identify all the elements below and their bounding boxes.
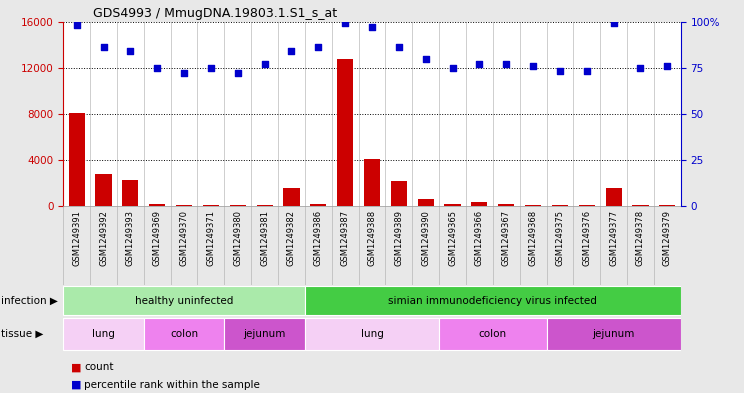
Text: GSM1249393: GSM1249393 — [126, 210, 135, 266]
Point — [71, 22, 83, 28]
Point — [178, 70, 190, 77]
Point — [420, 55, 432, 62]
Text: GSM1249366: GSM1249366 — [475, 210, 484, 266]
Text: GSM1249375: GSM1249375 — [556, 210, 565, 266]
Point — [581, 68, 593, 75]
Text: GSM1249387: GSM1249387 — [341, 210, 350, 266]
Bar — [63, 286, 305, 315]
Text: GSM1249380: GSM1249380 — [234, 210, 243, 266]
Bar — [439, 318, 547, 350]
Text: GSM1249388: GSM1249388 — [368, 210, 376, 266]
Text: GSM1249390: GSM1249390 — [421, 210, 430, 266]
Bar — [417, 199, 434, 206]
Text: healthy uninfected: healthy uninfected — [135, 296, 234, 306]
Text: GSM1249377: GSM1249377 — [609, 210, 618, 266]
Point — [339, 20, 351, 27]
Text: GSM1249378: GSM1249378 — [636, 210, 645, 266]
Bar — [444, 204, 461, 206]
Bar — [310, 204, 327, 206]
Text: GSM1249391: GSM1249391 — [72, 210, 81, 266]
Bar — [364, 159, 380, 206]
Point — [608, 20, 620, 27]
Text: GSM1249371: GSM1249371 — [206, 210, 216, 266]
Bar — [305, 318, 439, 350]
Bar — [176, 205, 192, 206]
Text: ■: ■ — [71, 380, 81, 390]
Bar — [632, 205, 649, 206]
Bar — [472, 202, 487, 206]
Bar — [547, 318, 681, 350]
Text: percentile rank within the sample: percentile rank within the sample — [84, 380, 260, 390]
Point — [205, 64, 217, 71]
Text: ■: ■ — [71, 362, 81, 373]
Bar — [391, 181, 407, 206]
Bar — [498, 204, 514, 206]
Bar — [63, 318, 144, 350]
Point — [259, 61, 271, 67]
Text: lung: lung — [361, 329, 383, 339]
Text: count: count — [84, 362, 114, 373]
Text: GSM1249368: GSM1249368 — [528, 210, 538, 266]
Text: GSM1249379: GSM1249379 — [663, 210, 672, 266]
Point — [232, 70, 244, 77]
Text: GDS4993 / MmugDNA.19803.1.S1_s_at: GDS4993 / MmugDNA.19803.1.S1_s_at — [93, 7, 337, 20]
Point — [661, 63, 673, 69]
Bar — [305, 286, 681, 315]
Point — [151, 64, 163, 71]
Bar — [659, 205, 676, 206]
Text: GSM1249386: GSM1249386 — [314, 210, 323, 266]
Point — [554, 68, 566, 75]
Text: colon: colon — [478, 329, 507, 339]
Text: jejunum: jejunum — [592, 329, 635, 339]
Point — [97, 44, 109, 51]
Bar — [525, 205, 541, 206]
Text: jejunum: jejunum — [243, 329, 286, 339]
Text: colon: colon — [170, 329, 198, 339]
Point — [473, 61, 485, 67]
Point — [446, 64, 458, 71]
Text: tissue ▶: tissue ▶ — [1, 329, 44, 339]
Bar — [95, 174, 112, 206]
Point — [366, 24, 378, 30]
Bar — [144, 318, 225, 350]
Bar — [283, 188, 300, 206]
Point — [124, 48, 136, 54]
Text: lung: lung — [92, 329, 115, 339]
Text: GSM1249365: GSM1249365 — [448, 210, 457, 266]
Text: GSM1249369: GSM1249369 — [153, 210, 161, 266]
Point — [286, 48, 298, 54]
Text: infection ▶: infection ▶ — [1, 296, 58, 306]
Bar — [149, 204, 165, 206]
Point — [393, 44, 405, 51]
Text: GSM1249376: GSM1249376 — [583, 210, 591, 266]
Bar — [606, 188, 622, 206]
Text: GSM1249392: GSM1249392 — [99, 210, 108, 266]
Point — [527, 63, 539, 69]
Text: GSM1249370: GSM1249370 — [179, 210, 188, 266]
Bar — [230, 205, 246, 206]
Bar — [68, 113, 85, 206]
Point — [500, 61, 512, 67]
Text: GSM1249367: GSM1249367 — [501, 210, 510, 266]
Point — [312, 44, 324, 51]
Text: GSM1249389: GSM1249389 — [394, 210, 403, 266]
Bar — [225, 318, 305, 350]
Bar — [337, 59, 353, 206]
Text: GSM1249381: GSM1249381 — [260, 210, 269, 266]
Bar — [122, 180, 138, 206]
Text: simian immunodeficiency virus infected: simian immunodeficiency virus infected — [388, 296, 597, 306]
Bar — [257, 205, 272, 206]
Point — [635, 64, 647, 71]
Text: GSM1249382: GSM1249382 — [287, 210, 296, 266]
